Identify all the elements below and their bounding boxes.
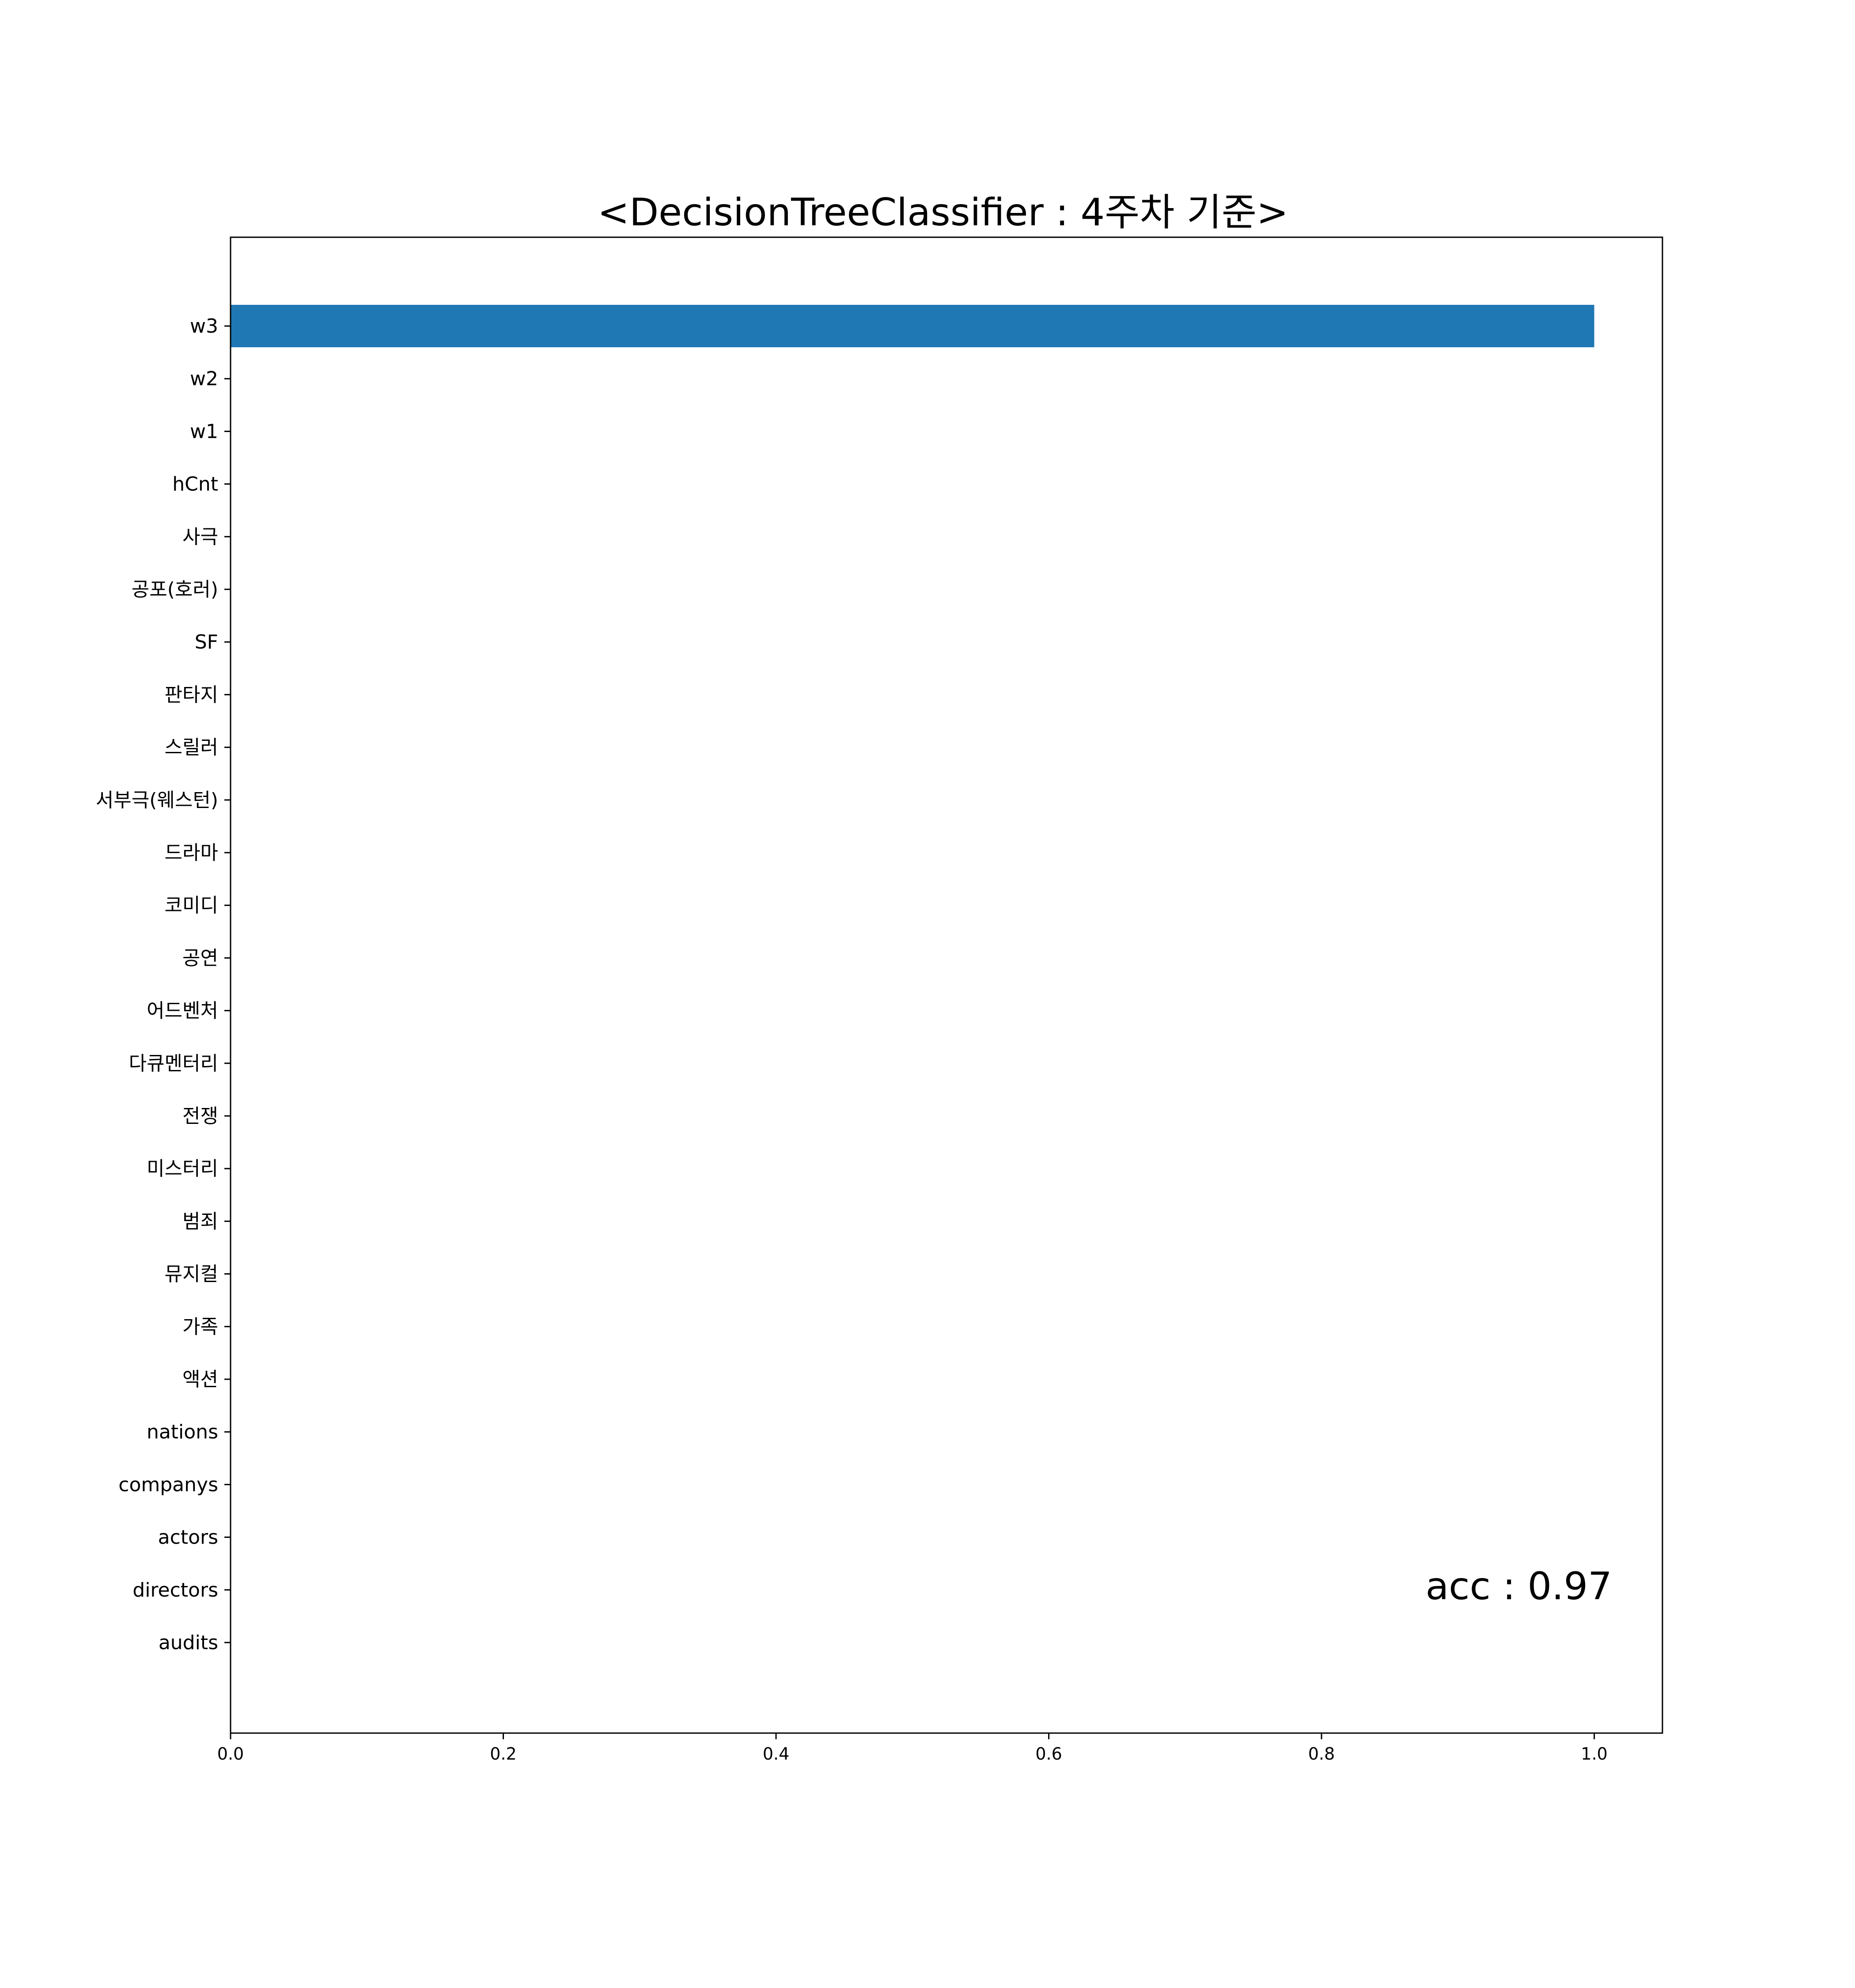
y-tick-label: 판타지	[165, 683, 218, 706]
x-axis-ticks: 0.0 0.2 0.4 0.6 0.8 1.0	[217, 1733, 1608, 1764]
y-tick-label: 가족	[182, 1316, 218, 1338]
y-tick-label: nations	[147, 1421, 218, 1443]
y-tick-label: 다큐멘터리	[129, 1052, 218, 1075]
y-tick-label: 공포(호러)	[132, 578, 218, 601]
y-tick-label: 스릴러	[165, 736, 218, 759]
y-tick-label: 서부극(웨스턴)	[96, 789, 218, 812]
bars-group	[231, 305, 1594, 347]
y-tick-label: 사극	[182, 526, 218, 548]
y-tick-label: 뮤지컬	[165, 1263, 218, 1286]
y-tick-label: w1	[190, 420, 218, 443]
x-tick-label: 0.4	[763, 1744, 789, 1764]
y-tick-label: 범죄	[182, 1210, 218, 1233]
x-tick-label: 0.6	[1035, 1744, 1062, 1764]
y-tick-label: directors	[132, 1579, 218, 1601]
y-tick-label: audits	[159, 1631, 218, 1654]
y-tick-label: hCnt	[172, 473, 218, 496]
x-tick-label: 0.8	[1308, 1744, 1335, 1764]
x-tick-label: 0.2	[490, 1744, 516, 1764]
bar-0	[231, 305, 1594, 347]
y-tick-label: 드라마	[165, 842, 218, 864]
y-tick-label: 공연	[182, 947, 218, 969]
y-tick-label: SF	[195, 631, 218, 653]
y-tick-label: 코미디	[165, 894, 218, 917]
y-tick-label: 액션	[182, 1368, 218, 1391]
y-tick-label: w3	[190, 315, 218, 338]
chart-title: <DecisionTreeClassifier : 4주차 기준>	[598, 190, 1288, 235]
y-tick-label: actors	[158, 1526, 218, 1549]
y-tick-label: w2	[190, 368, 218, 390]
y-tick-label: 어드벤처	[147, 1000, 218, 1022]
y-tick-label: 미스터리	[147, 1157, 218, 1180]
y-tick-label: 전쟁	[182, 1105, 218, 1127]
x-tick-label: 1.0	[1581, 1744, 1607, 1764]
x-tick-label: 0.0	[217, 1744, 244, 1764]
y-tick-label: companys	[118, 1473, 218, 1496]
accuracy-annotation: acc : 0.97	[1426, 1564, 1612, 1609]
plot-frame	[230, 236, 1663, 1734]
